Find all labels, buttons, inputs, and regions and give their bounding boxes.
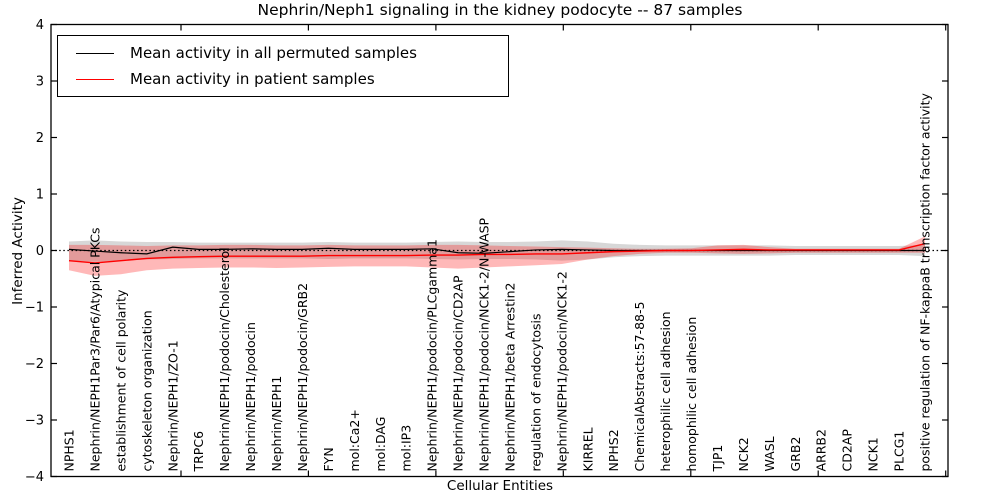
legend-item: Mean activity in patient samples (58, 66, 508, 92)
legend-label: Mean activity in all permuted samples (130, 44, 417, 62)
category-label: Nephrin/NEPH1 (269, 376, 284, 472)
category-label: regulation of endocytosis (528, 314, 543, 472)
category-label: FYN (321, 447, 336, 471)
category-label: NPHS1 (62, 429, 77, 471)
y-tick-label: 3 (36, 75, 44, 90)
category-label: NCK1 (866, 437, 881, 471)
category-label: cytoskeleton organization (139, 310, 154, 471)
y-axis-label: Inferred Activity (10, 197, 26, 305)
y-tick-label: 2 (36, 131, 44, 146)
category-label: GRB2 (788, 437, 803, 472)
category-label: PLCG1 (892, 431, 907, 472)
category-label: Nephrin/NEPH1/podocin/Cholesterol (217, 247, 232, 471)
category-label: positive regulation of NF-kappaB transcr… (918, 92, 933, 471)
category-label: WASL (762, 436, 777, 471)
category-label: Nephrin/NEPH1/beta Arrestin2 (502, 283, 517, 472)
category-label: Nephrin/NEPH1/podocin/NCK1-2/N-WASP (477, 217, 492, 471)
category-label: homophilic cell adhesion (684, 317, 699, 472)
category-label: establishment of cell polarity (113, 289, 128, 471)
y-tick-label: −3 (25, 414, 44, 429)
category-label: Nephrin/NEPH1/podocin/GRB2 (295, 283, 310, 472)
category-label: ChemicalAbstracts:57-88-5 (632, 302, 647, 472)
patient-mean-line (68, 243, 926, 264)
chart-title: Nephrin/Neph1 signaling in the kidney po… (257, 1, 743, 19)
y-tick-label: −2 (25, 357, 44, 372)
category-label: mol:Ca2+ (347, 409, 362, 471)
patient-sample-range-band (69, 236, 925, 276)
category-label: heterophilic cell adhesion (658, 311, 673, 471)
legend-label: Mean activity in patient samples (130, 70, 375, 88)
category-label: Nephrin/NEPH1Par3/Par6/Atypical PKCs (87, 228, 102, 472)
legend: Mean activity in all permuted samples Mea… (57, 35, 509, 97)
legend-line-swatch (76, 78, 114, 80)
y-tick-label: 4 (36, 18, 44, 33)
y-tick-label: −1 (25, 301, 44, 316)
category-label: Nephrin/NEPH1/podocin (243, 322, 258, 471)
category-label: KIRREL (580, 427, 595, 471)
category-label: ARRB2 (814, 429, 829, 471)
category-label: Nephrin/NEPH1/ZO-1 (165, 340, 180, 471)
category-label: Nephrin/NEPH1/podocin/CD2AP (451, 275, 466, 471)
category-label: CD2AP (840, 429, 855, 472)
category-label: TJP1 (710, 445, 725, 473)
legend-item: Mean activity in all permuted samples (58, 40, 508, 66)
y-tick-label: 1 (36, 188, 44, 203)
y-tick-label: −4 (25, 470, 44, 485)
category-label: mol:DAG (373, 417, 388, 472)
category-label: mol:IP3 (399, 425, 414, 472)
category-label: Nephrin/NEPH1/podocin/NCK1-2 (554, 271, 569, 471)
category-label: NPHS2 (606, 429, 621, 471)
y-tick-label: 0 (36, 244, 44, 259)
category-label: NCK2 (736, 437, 751, 471)
legend-line-swatch (76, 52, 114, 54)
category-label: TRPC6 (191, 431, 206, 473)
category-label: Nephrin/NEPH1/podocin/PLCgamma1 (425, 239, 440, 471)
x-axis-label: Cellular Entities (446, 478, 554, 494)
